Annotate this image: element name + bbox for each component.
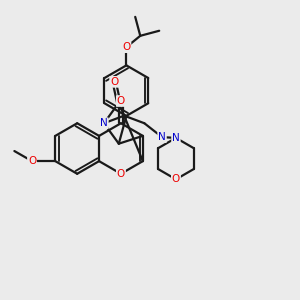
- Text: N: N: [172, 133, 180, 143]
- Text: O: O: [117, 96, 125, 106]
- Text: N: N: [100, 118, 108, 128]
- Text: O: O: [117, 169, 125, 179]
- Text: O: O: [122, 42, 130, 52]
- Text: N: N: [158, 132, 166, 142]
- Text: O: O: [172, 174, 180, 184]
- Text: O: O: [110, 77, 118, 87]
- Text: O: O: [28, 156, 36, 166]
